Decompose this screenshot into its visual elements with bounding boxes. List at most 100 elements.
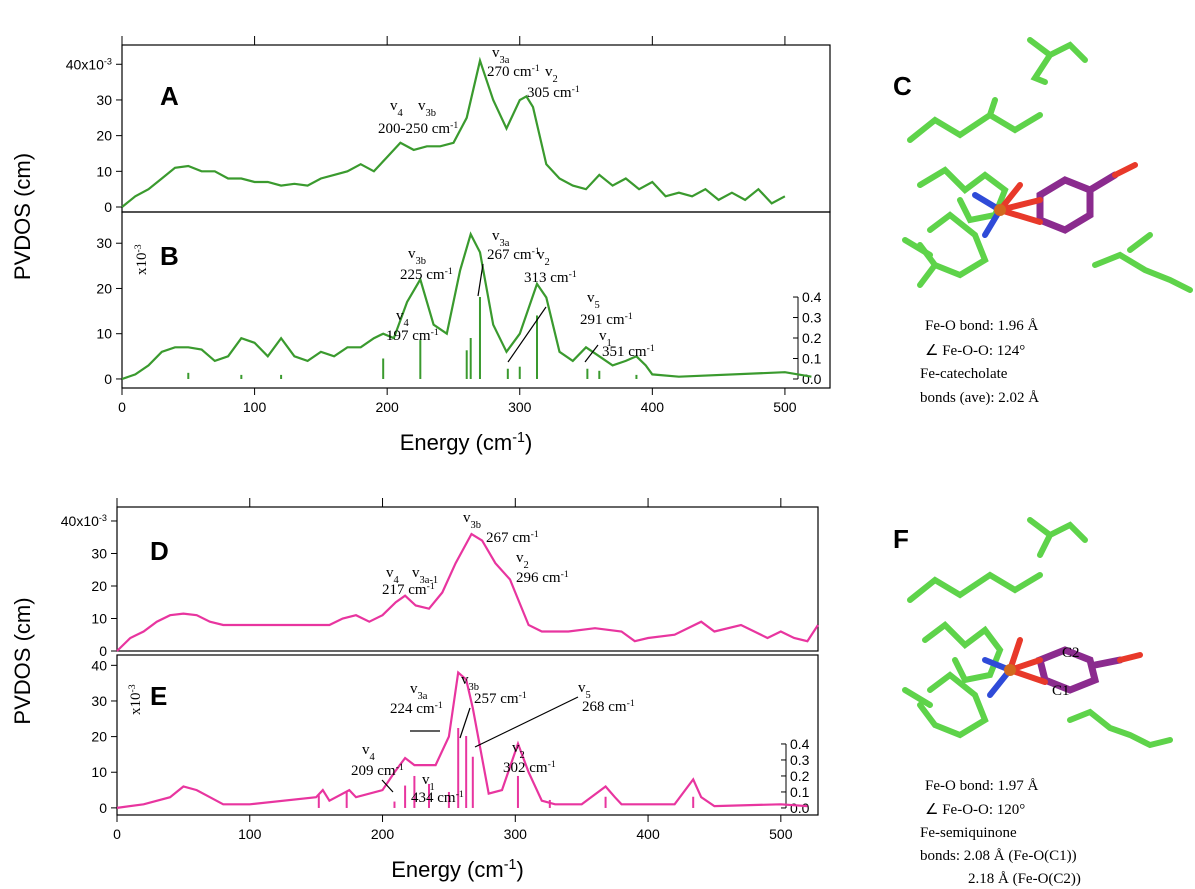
x-tick-label: 500 xyxy=(769,826,793,842)
annotation: 268 cm-1 xyxy=(582,698,635,716)
y2-tick-label: 0.1 xyxy=(790,784,810,800)
y-tick-label: 0 xyxy=(104,371,112,387)
annotation: v4 xyxy=(390,98,404,119)
structure-note: Fe-O bond: 1.96 Å xyxy=(925,318,1038,334)
x-axis-label: Energy (cm-1) xyxy=(391,857,524,882)
structure-note: bonds: 2.08 Å (Fe-O(C1)) xyxy=(920,848,1077,864)
y2-tick-label: 0.0 xyxy=(790,800,810,816)
y-tick-label: 0 xyxy=(104,199,112,215)
structure-note: Fe-O bond: 1.97 Å xyxy=(925,778,1038,794)
y-tick-label: 0 xyxy=(99,800,107,816)
y-tick-label: 10 xyxy=(96,163,112,179)
y-tick-label: 30 xyxy=(96,92,112,108)
annotation: v2 xyxy=(537,247,550,268)
structure-note: bonds (ave): 2.02 Å xyxy=(920,390,1039,406)
annotation: v3a xyxy=(410,681,428,702)
y-tick-label: 20 xyxy=(96,128,112,144)
annotation: 305 cm-1 xyxy=(527,84,580,102)
y2-tick-label: 0.4 xyxy=(790,736,810,752)
annotation: 351 cm-1 xyxy=(602,343,655,361)
annotation: 434 cm-1 xyxy=(411,789,464,807)
annotation: 291 cm-1 xyxy=(580,311,633,329)
annotation: 200-250 cm-1 xyxy=(378,120,458,138)
annotation: 296 cm-1 xyxy=(516,569,569,587)
y-tick-label: 10 xyxy=(91,764,107,780)
plot-frame xyxy=(122,45,830,212)
annotation: x10-3 xyxy=(127,684,145,715)
y2-tick-label: 0.1 xyxy=(802,350,822,366)
y2-tick-label: 0.3 xyxy=(790,752,810,768)
x-tick-label: 200 xyxy=(375,399,399,415)
structure-note: Fe-semiquinone xyxy=(920,825,1017,841)
x-tick-label: 100 xyxy=(243,399,267,415)
structure-note: ∠ Fe-O-O: 124° xyxy=(925,343,1025,359)
page: 010203040x10-3PVDOS (cm)Av3a270 cm-1v230… xyxy=(0,0,1195,889)
annotation: v3b xyxy=(418,98,436,119)
leader-line xyxy=(478,264,483,296)
x-tick-label: 100 xyxy=(238,826,262,842)
annotation: 209 cm-1 xyxy=(351,762,404,780)
y-tick-label: 40x10-3 xyxy=(66,56,112,72)
annotation: v5 xyxy=(587,290,600,311)
panel: 01020300100200300400500Energy (cm-1)0.00… xyxy=(96,36,830,455)
annotation: v2 xyxy=(516,550,529,571)
spectrum-line xyxy=(117,534,818,651)
y-tick-label: 20 xyxy=(91,729,107,745)
y-tick-label: 20 xyxy=(91,578,107,594)
panel-label: F xyxy=(893,524,909,554)
annotation: v3b xyxy=(408,246,426,267)
annotation: 225 cm-1 xyxy=(400,266,453,284)
structure-note: 2.18 Å (Fe-O(C2)) xyxy=(968,871,1081,887)
x-tick-label: 400 xyxy=(636,826,660,842)
x-axis-label: Energy (cm-1) xyxy=(400,430,533,455)
y2-tick-label: 0.2 xyxy=(790,768,810,784)
x-tick-label: 500 xyxy=(773,399,797,415)
annotation: 313 cm-1 xyxy=(524,269,577,287)
structure-note: Fe-catecholate xyxy=(920,366,1008,382)
annotation: 270 cm-1 xyxy=(487,63,540,81)
y2-tick-label: 0.3 xyxy=(802,310,822,326)
panel-label: A xyxy=(160,81,179,111)
x-tick-label: 300 xyxy=(508,399,532,415)
annotation: x10-3 xyxy=(133,244,151,275)
plot-frame xyxy=(122,212,830,388)
annotation: v5 xyxy=(578,680,591,701)
y2-tick-label: 0.2 xyxy=(802,330,822,346)
x-tick-label: 0 xyxy=(113,826,121,842)
panel-label: E xyxy=(150,681,167,711)
annotation: 257 cm-1 xyxy=(474,690,527,708)
annotation: 267 cm-1 xyxy=(487,246,540,264)
atom-label: C1 xyxy=(1052,683,1070,699)
y-tick-label: 20 xyxy=(96,280,112,296)
annotation: 224 cm-1 xyxy=(390,700,443,718)
annotation: v3a xyxy=(492,45,510,66)
y2-tick-label: 0.0 xyxy=(802,371,822,387)
y-tick-label: 30 xyxy=(91,693,107,709)
panel-label: D xyxy=(150,536,169,566)
annotation: v3a xyxy=(492,228,510,249)
annotation: 197 cm-1 xyxy=(386,327,439,345)
y-tick-label: 10 xyxy=(91,610,107,626)
spectrum-line xyxy=(122,61,785,207)
y2-tick-label: 0.4 xyxy=(802,289,822,305)
y-tick-label: 30 xyxy=(91,545,107,561)
y-tick-label: 40 xyxy=(91,657,107,673)
x-tick-label: 0 xyxy=(118,399,126,415)
panel-label: C xyxy=(893,71,912,101)
x-tick-label: 400 xyxy=(641,399,665,415)
annotation: v3b xyxy=(463,510,481,531)
structure-note: ∠ Fe-O-O: 120° xyxy=(925,802,1025,818)
leader-line xyxy=(460,708,470,738)
x-tick-label: 300 xyxy=(504,826,528,842)
annotation: 267 cm-1 xyxy=(486,529,539,547)
annotation: v4 xyxy=(362,742,376,763)
y-tick-label: 10 xyxy=(96,326,112,342)
atom-label: C2 xyxy=(1062,645,1080,661)
annotation: 217 cm-1 xyxy=(382,581,435,599)
annotation: v2 xyxy=(545,64,558,85)
figure: 010203040x10-3PVDOS (cm)Av3a270 cm-1v230… xyxy=(0,0,1195,889)
x-tick-label: 200 xyxy=(371,826,395,842)
annotation: 302 cm-1 xyxy=(503,759,556,777)
y-axis-label: PVDOS (cm) xyxy=(10,153,35,280)
